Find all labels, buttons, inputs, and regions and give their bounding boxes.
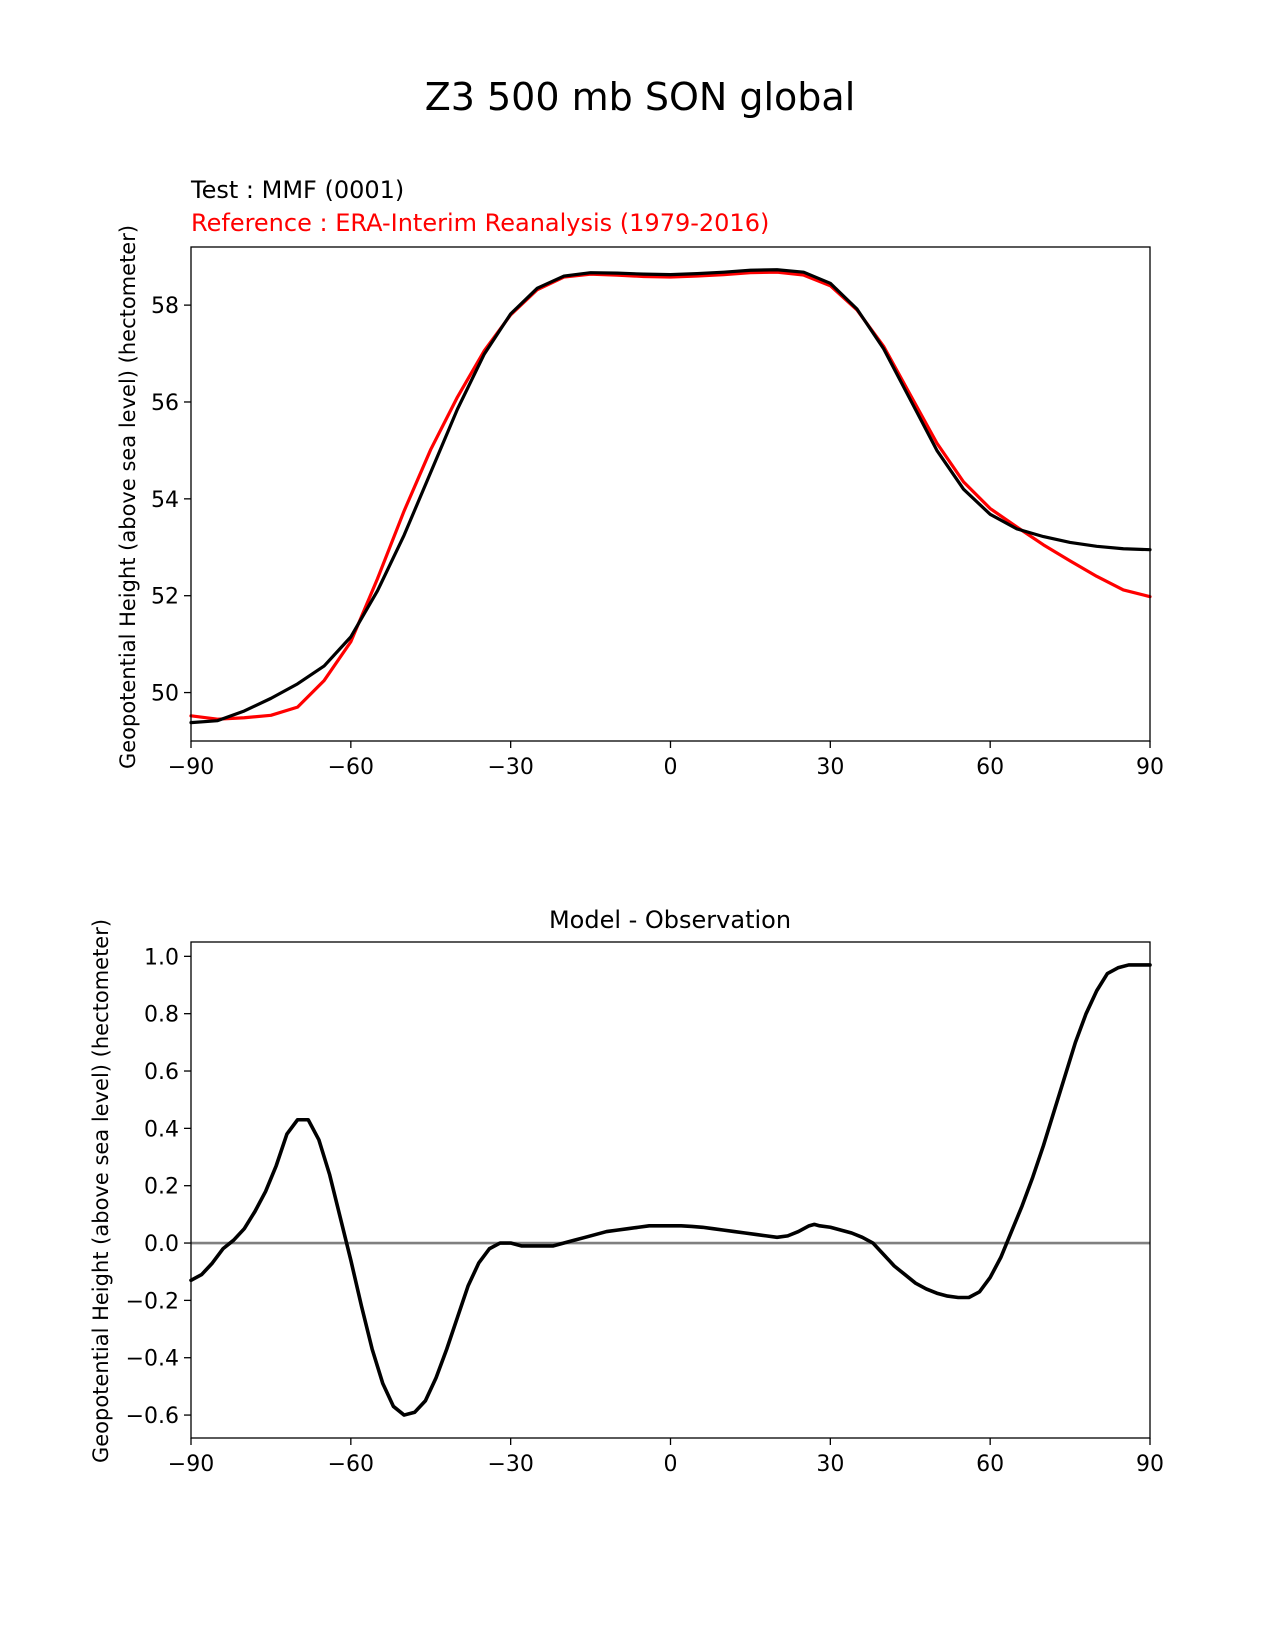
y-tick-label: 56 — [151, 391, 179, 416]
bottom-chart: Model - Observation Geopotential Height … — [89, 906, 1164, 1477]
top-x-axis: −90 −60 −30 0 30 60 90 — [168, 741, 1164, 780]
bottom-chart-title: Model - Observation — [549, 906, 791, 934]
y-tick-label: 0.6 — [144, 1060, 179, 1085]
y-tick-label: 54 — [151, 488, 179, 513]
x-tick-label: −30 — [487, 1452, 533, 1477]
y-tick-label: −0.4 — [126, 1347, 179, 1372]
x-tick-label: 30 — [816, 755, 844, 780]
x-tick-label: 90 — [1136, 1452, 1164, 1477]
x-tick-label: 90 — [1136, 755, 1164, 780]
x-tick-label: −90 — [168, 1452, 214, 1477]
y-tick-label: −0.2 — [126, 1289, 179, 1314]
y-tick-label: 50 — [151, 682, 179, 707]
bottom-y-axis: −0.6 −0.4 −0.2 0.0 0.2 0.4 0.6 0.8 1.0 — [126, 945, 191, 1429]
top-chart: Test : MMF (0001) Reference : ERA-Interi… — [116, 176, 1164, 780]
figure-title: Z3 500 mb SON global — [425, 75, 856, 119]
bottom-y-axis-label: Geopotential Height (above sea level) (h… — [89, 919, 113, 1463]
top-plot-area — [189, 268, 1152, 725]
y-tick-label: 0.0 — [144, 1232, 179, 1257]
bottom-x-axis: −90 −60 −30 0 30 60 90 — [168, 1438, 1164, 1477]
x-tick-label: 60 — [976, 1452, 1004, 1477]
x-tick-label: 0 — [664, 755, 678, 780]
y-tick-label: 0.4 — [144, 1117, 179, 1142]
y-tick-label: 0.8 — [144, 1003, 179, 1028]
bottom-plot-frame — [190, 941, 1151, 1439]
y-tick-label: 0.2 — [144, 1175, 179, 1200]
top-y-axis: 50 52 54 56 58 — [151, 294, 191, 707]
y-tick-label: 58 — [151, 294, 179, 319]
bottom-plot-area — [189, 963, 1152, 1417]
test-label: Test : MMF (0001) — [190, 176, 404, 204]
difference-series-line — [189, 963, 1152, 1417]
x-tick-label: 0 — [664, 1452, 678, 1477]
reference-series-line — [189, 270, 1152, 721]
x-tick-label: −30 — [487, 755, 533, 780]
test-series-line — [189, 268, 1152, 725]
reference-label: Reference : ERA-Interim Reanalysis (1979… — [191, 209, 769, 237]
y-tick-label: −0.6 — [126, 1404, 179, 1429]
x-tick-label: 30 — [816, 1452, 844, 1477]
top-y-axis-label: Geopotential Height (above sea level) (h… — [116, 225, 140, 769]
x-tick-label: 60 — [976, 755, 1004, 780]
x-tick-label: −90 — [168, 755, 214, 780]
x-tick-label: −60 — [328, 755, 374, 780]
top-plot-frame — [190, 246, 1151, 742]
y-tick-label: 52 — [151, 585, 179, 610]
x-tick-label: −60 — [328, 1452, 374, 1477]
y-tick-label: 1.0 — [144, 945, 179, 970]
